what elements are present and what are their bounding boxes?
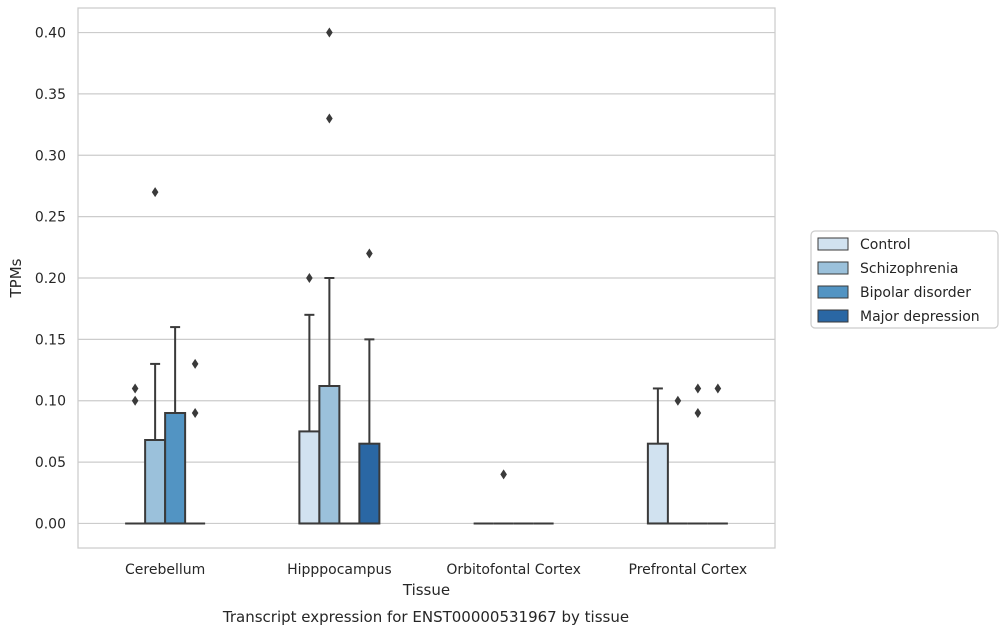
y-axis-title: TPMs [7, 258, 25, 298]
x-tick-label: Hipppocampus [287, 562, 392, 578]
y-tick-label: 0.05 [35, 455, 66, 471]
y-tick-label: 0.30 [35, 148, 66, 164]
box-bipolar-disorder [164, 326, 187, 525]
x-tick-label: Prefrontal Cortex [629, 562, 748, 578]
outlier-point [714, 383, 722, 394]
legend-item: Major depression [817, 309, 980, 325]
box-body [318, 385, 341, 525]
legend-label: Control [860, 237, 911, 253]
outlier-point [694, 383, 702, 394]
legend-item: Bipolar disorder [817, 285, 971, 301]
legend-swatch [817, 309, 849, 323]
outlier-point [131, 383, 139, 394]
x-axis-title: Tissue [402, 581, 450, 599]
legend-frame [810, 230, 999, 329]
box-control [298, 313, 321, 525]
legend-label: Major depression [860, 309, 980, 325]
outlier-point [674, 395, 682, 406]
x-tick-label: Cerebellum [125, 562, 205, 578]
box-series [125, 277, 728, 525]
outlier-point [191, 408, 199, 418]
box-body [164, 412, 187, 525]
y-tick-label: 0.15 [35, 332, 66, 348]
y-tick-label: 0.00 [35, 516, 66, 532]
outlier-point [131, 395, 139, 406]
legend-swatch [817, 237, 849, 251]
box-schizophrenia [318, 277, 341, 525]
outlier-point [191, 358, 199, 369]
x-axis-ticks: Cerebellum Hipppocampus Orbitofontal Corte… [125, 562, 747, 578]
box-body [298, 430, 321, 525]
grid-lines [78, 31, 775, 525]
plot-frame [77, 7, 776, 549]
y-tick-label: 0.25 [35, 210, 66, 226]
legend: Control Schizophrenia Bipolar disorder Majo… [810, 230, 999, 329]
outlier-point [326, 113, 333, 124]
box-body [358, 442, 381, 525]
outlier-point [500, 469, 507, 480]
outlier-points [131, 27, 722, 480]
legend-swatch [817, 285, 849, 299]
outlier-point [151, 187, 159, 198]
x-tick-label: Orbitofontal Cortex [446, 562, 581, 578]
legend-label: Bipolar disorder [860, 285, 971, 301]
box-control [646, 387, 669, 525]
outlier-point [694, 408, 702, 418]
outlier-point [326, 27, 333, 38]
y-axis-ticks: 0.00 0.05 0.10 0.15 0.20 0.25 0.30 0.35 0.40 [35, 26, 66, 533]
legend-label: Schizophrenia [860, 261, 958, 277]
box-major-depression [358, 338, 381, 525]
box-body [646, 442, 669, 525]
legend-item: Control [817, 237, 911, 253]
legend-swatch [817, 261, 849, 275]
box-schizophrenia [144, 362, 167, 525]
y-tick-label: 0.35 [35, 87, 66, 103]
y-tick-label: 0.40 [35, 26, 66, 42]
figure-caption: Transcript expression for ENST0000053196… [222, 608, 629, 626]
y-tick-label: 0.20 [35, 271, 66, 287]
outlier-point [366, 248, 373, 259]
y-tick-label: 0.10 [35, 394, 66, 410]
legend-item: Schizophrenia [817, 261, 958, 277]
box-body [144, 439, 167, 525]
outlier-point [306, 273, 313, 283]
